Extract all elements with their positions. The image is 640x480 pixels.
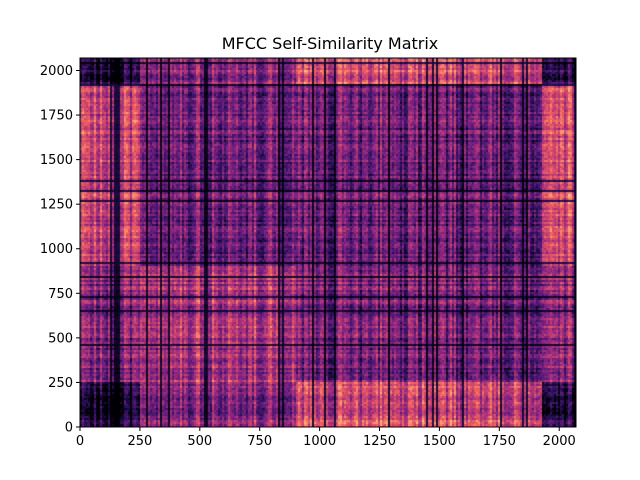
y-tick-label: 750 xyxy=(48,287,73,302)
y-tick-label: 1500 xyxy=(40,153,73,168)
heatmap-plot xyxy=(80,58,576,427)
y-tick-label: 250 xyxy=(48,376,73,391)
y-axis: 0 250 500 750 1000 1250 1500 1750 2000 xyxy=(40,64,80,436)
y-tick-label: 2000 xyxy=(40,64,73,79)
x-tick-label: 1250 xyxy=(363,434,396,449)
axes-frame xyxy=(79,57,577,428)
x-tick-label: 1500 xyxy=(423,434,456,449)
x-tick-label: 1750 xyxy=(483,434,516,449)
y-tick-label: 1750 xyxy=(40,109,73,124)
y-tick-label: 1250 xyxy=(40,198,73,213)
x-tick-label: 250 xyxy=(127,434,152,449)
chart-title: MFCC Self-Similarity Matrix xyxy=(222,34,439,53)
x-tick-label: 1000 xyxy=(303,434,336,449)
heatmap-image xyxy=(80,58,576,427)
x-tick-label: 0 xyxy=(76,434,84,449)
x-axis: 0 250 500 750 1000 1250 1500 1750 2000 xyxy=(76,427,576,449)
y-tick-label: 500 xyxy=(48,331,73,346)
x-tick-label: 2000 xyxy=(543,434,576,449)
x-tick-label: 750 xyxy=(247,434,272,449)
y-tick-label: 0 xyxy=(65,421,73,436)
y-tick-label: 1000 xyxy=(40,242,73,257)
x-tick-label: 500 xyxy=(187,434,212,449)
